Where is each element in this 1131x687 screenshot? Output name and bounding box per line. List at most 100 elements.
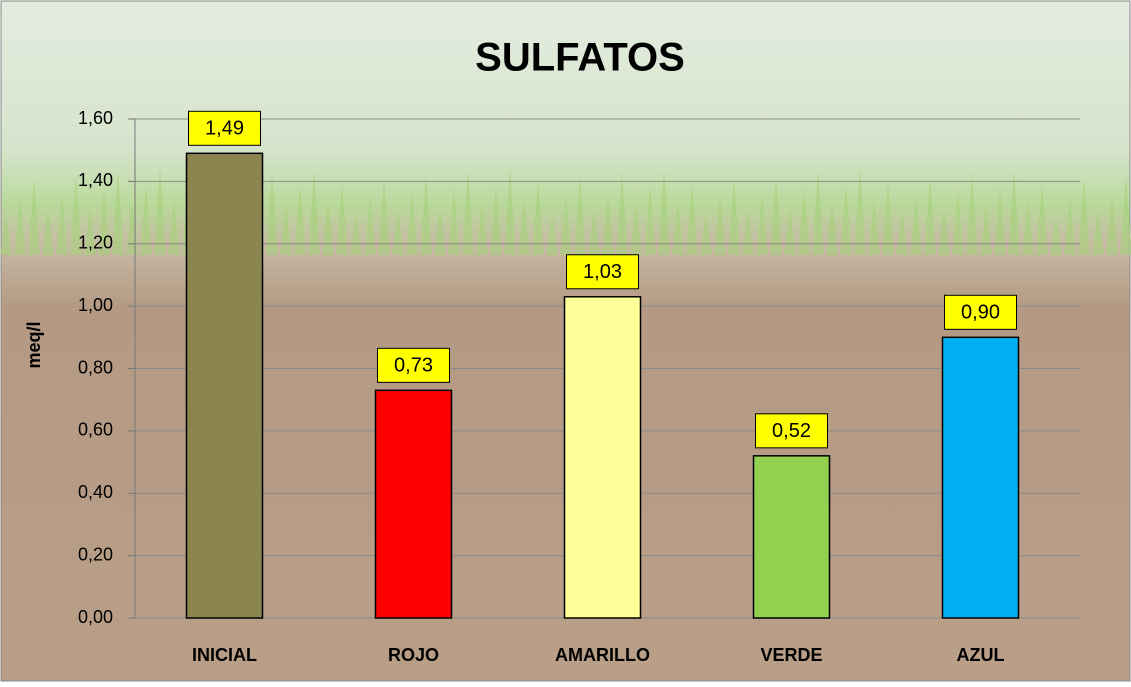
grass-blade xyxy=(266,173,278,255)
grass-blade xyxy=(1078,179,1090,255)
grass-blade xyxy=(868,199,880,255)
grass-blade xyxy=(798,189,810,255)
bar xyxy=(941,336,1020,619)
grass-blade xyxy=(1092,211,1104,255)
y-axis-label: meq/l xyxy=(24,321,44,368)
grass-blade xyxy=(644,187,656,255)
grass-blade xyxy=(0,215,12,255)
grass-blade xyxy=(784,207,796,255)
grass-blade xyxy=(714,197,726,255)
y-tick-label: 1,00 xyxy=(78,295,113,315)
y-tick-label: 0,20 xyxy=(78,544,113,564)
grass-blade xyxy=(308,169,320,255)
grass-blade xyxy=(322,201,334,255)
grass-blade xyxy=(826,203,838,255)
y-tick-label: 1,20 xyxy=(78,233,113,253)
grass-blade xyxy=(560,195,572,255)
grass-blade xyxy=(966,173,978,255)
grass-blade xyxy=(98,189,110,255)
grass-blade xyxy=(1120,175,1131,255)
grass-blade xyxy=(280,205,292,255)
grass-blade xyxy=(14,197,26,255)
grass-blade xyxy=(56,193,68,255)
grass-blade xyxy=(504,167,516,255)
y-tick-label: 1,60 xyxy=(78,108,113,128)
grass-blade xyxy=(42,211,54,255)
grass-blade xyxy=(1106,193,1118,255)
grass-blade xyxy=(994,187,1006,255)
grass-blade xyxy=(910,195,922,255)
grass-blade xyxy=(476,203,488,255)
grass-blade xyxy=(854,167,866,255)
grass-blade xyxy=(686,183,698,255)
grass-blade xyxy=(294,187,306,255)
grass-blade xyxy=(882,181,894,255)
grass-blade xyxy=(490,185,502,255)
grass-blade xyxy=(546,213,558,255)
value-label-box xyxy=(566,254,639,290)
grass-blade xyxy=(1022,201,1034,255)
value-label: 1,49 xyxy=(205,118,244,140)
grass-blade xyxy=(980,205,992,255)
bar xyxy=(185,152,264,619)
grass-blade xyxy=(630,205,642,255)
value-label: 0,73 xyxy=(394,355,433,377)
y-tick-label: 0,00 xyxy=(78,607,113,627)
grass-blade xyxy=(406,193,418,255)
grass-blade xyxy=(672,201,684,255)
grass-blade xyxy=(616,173,628,255)
grass-blade xyxy=(1064,197,1076,255)
grass-blade xyxy=(728,179,740,255)
grass-blade xyxy=(756,193,768,255)
grass-blade xyxy=(812,171,824,255)
bar xyxy=(563,296,642,619)
grass-blade xyxy=(840,185,852,255)
y-tick-label: 0,80 xyxy=(78,357,113,377)
y-tick-label: 0,60 xyxy=(78,420,113,440)
grass-blade xyxy=(602,191,614,255)
grass-blade xyxy=(700,215,712,255)
grass-blade xyxy=(658,169,670,255)
grass-blade xyxy=(434,207,446,255)
grass-blade xyxy=(378,179,390,255)
chart-title: SULFATOS xyxy=(475,36,685,80)
grass-blade xyxy=(952,191,964,255)
grass-blade xyxy=(112,171,124,255)
grass-blade xyxy=(924,177,936,255)
value-label-box xyxy=(755,413,828,449)
x-tick-label: AMARILLO xyxy=(555,645,650,665)
x-tick-label: INICIAL xyxy=(192,645,257,665)
grass-blade xyxy=(532,181,544,255)
value-label: 0,52 xyxy=(772,420,811,442)
value-label: 0,90 xyxy=(961,302,1000,324)
value-label-box xyxy=(377,347,450,383)
x-tick-label: ROJO xyxy=(388,645,439,665)
grass-blade xyxy=(1050,215,1062,255)
grass-blade xyxy=(462,171,474,255)
grass-blade xyxy=(168,199,180,255)
y-tick-label: 1,40 xyxy=(78,170,113,190)
grass-blade xyxy=(1008,169,1020,255)
grass-blade xyxy=(154,167,166,255)
grass-blade xyxy=(448,189,460,255)
grass-blade xyxy=(574,177,586,255)
value-label-box xyxy=(188,110,261,146)
grass-blade xyxy=(420,175,432,255)
x-tick-label: VERDE xyxy=(760,645,822,665)
grass-blade xyxy=(770,175,782,255)
bar xyxy=(752,455,831,619)
grass-blade xyxy=(140,185,152,255)
grass-blade xyxy=(1036,183,1048,255)
grass-blade xyxy=(518,199,530,255)
bar xyxy=(374,389,453,619)
grass-blade xyxy=(28,179,40,255)
value-label: 1,03 xyxy=(583,261,622,283)
grass-blade xyxy=(336,183,348,255)
grass-blade xyxy=(84,207,96,255)
grass-blade xyxy=(896,213,908,255)
grass-blade xyxy=(350,215,362,255)
grass-blade xyxy=(70,175,82,255)
x-tick-label: AZUL xyxy=(957,645,1005,665)
